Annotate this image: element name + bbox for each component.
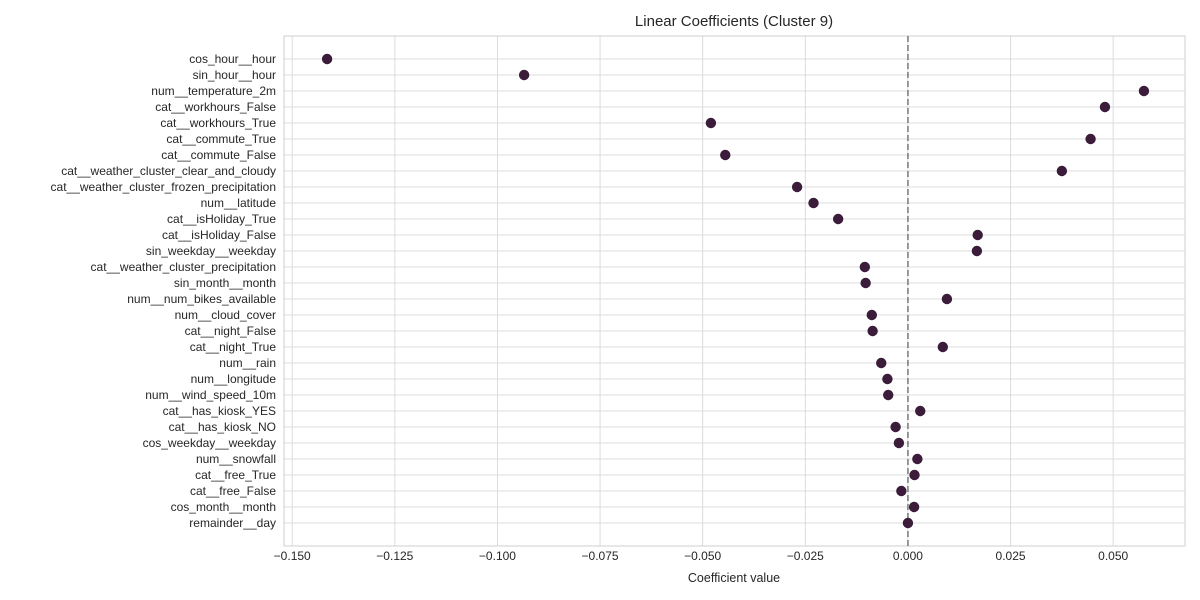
y-tick-label: num__wind_speed_10m (145, 388, 276, 402)
y-tick-label: cat__night_False (185, 324, 277, 338)
coefficient-point (893, 437, 905, 449)
coefficient-point (867, 325, 878, 337)
y-tick-label: cat__night_True (190, 340, 277, 354)
y-tick-label: cat__weather_cluster_frozen_precipitatio… (51, 180, 276, 194)
x-tick-labels: −0.150 −0.125 −0.100 −0.075 −0.050 −0.025 0.00… (274, 549, 1129, 563)
y-tick-label: cat__workhours_False (155, 100, 276, 114)
y-tick-label: cat__commute_True (166, 132, 276, 146)
y-tick-labels: cos_hour__hour sin_hour__hour num__tempera… (51, 52, 277, 530)
coefficient-point (1056, 165, 1068, 177)
coefficient-point (808, 197, 819, 209)
y-tick-label: num__snowfall (196, 452, 276, 466)
y-tick-label: cos_month__month (171, 500, 276, 514)
coefficient-point (941, 293, 953, 305)
x-tick-label: 0.050 (1098, 549, 1128, 563)
x-gridlines (291, 36, 1114, 546)
coefficient-point (876, 357, 887, 369)
coefficient-point (1085, 133, 1096, 145)
y-tick-label: sin_month__month (174, 276, 276, 290)
coefficient-point (321, 53, 333, 65)
coefficient-point (791, 181, 803, 193)
coefficient-point (937, 341, 949, 353)
coefficient-point (518, 69, 530, 81)
y-tick-label: sin_weekday__weekday (146, 244, 276, 258)
plot-frame (283, 35, 1186, 547)
y-tick-label: remainder__day (189, 516, 276, 530)
coefficient-point (859, 261, 871, 273)
coefficient-point (1099, 101, 1111, 113)
y-tick-label: num__rain (219, 356, 276, 370)
x-tick-label: 0.000 (893, 549, 923, 563)
coefficient-point (971, 245, 983, 257)
y-tick-label: cat__weather_cluster_precipitation (91, 260, 276, 274)
y-tick-label: num__latitude (201, 196, 277, 210)
coefficient-point (912, 453, 923, 465)
x-tick-label: −0.025 (787, 549, 824, 563)
y-tick-label: cos_weekday__weekday (143, 436, 276, 450)
coefficient-point (896, 485, 907, 497)
coefficient-point (882, 373, 893, 385)
coefficient-point (972, 229, 983, 241)
coefficient-point (902, 517, 914, 529)
coefficient-point (890, 421, 901, 433)
coefficient-point (860, 277, 871, 289)
data-points (321, 53, 1150, 529)
coefficient-point (720, 149, 731, 161)
y-tick-label: cat__has_kiosk_NO (169, 420, 276, 434)
coefficient-point (909, 469, 920, 481)
y-tick-label: num__longitude (191, 372, 277, 386)
y-tick-label: num__cloud_cover (175, 308, 276, 322)
x-axis-label: Coefficient value (688, 571, 780, 585)
coefficient-point (832, 213, 844, 225)
x-tick-label: −0.150 (274, 549, 311, 563)
y-tick-label: cat__free_True (195, 468, 276, 482)
x-tick-label: −0.125 (376, 549, 413, 563)
x-tick-label: −0.100 (479, 549, 516, 563)
y-tick-label: cat__weather_cluster_clear_and_cloudy (61, 164, 276, 178)
coefficient-point (915, 405, 926, 417)
x-tick-label: −0.075 (582, 549, 619, 563)
coefficient-point (866, 309, 878, 321)
y-tick-label: num__num_bikes_available (127, 292, 276, 306)
x-tick-label: 0.025 (996, 549, 1026, 563)
coefficient-point (1138, 85, 1150, 97)
chart-title: Linear Coefficients (Cluster 9) (635, 13, 833, 30)
y-tick-label: cat__isHoliday_False (162, 228, 276, 242)
y-tick-label: cat__has_kiosk_YES (163, 404, 276, 418)
y-tick-label: cat__commute_False (161, 148, 276, 162)
y-gridlines (284, 58, 1185, 524)
y-tick-label: cat__isHoliday_True (167, 212, 276, 226)
coefficient-point (883, 389, 894, 401)
coefficient-point (705, 117, 717, 129)
y-tick-label: cat__free_False (190, 484, 276, 498)
coefficient-point (908, 501, 920, 513)
x-tick-label: −0.050 (684, 549, 721, 563)
y-tick-label: num__temperature_2m (151, 84, 276, 98)
y-tick-label: sin_hour__hour (193, 68, 276, 82)
y-tick-label: cos_hour__hour (189, 52, 276, 66)
y-tick-label: cat__workhours_True (160, 116, 276, 130)
